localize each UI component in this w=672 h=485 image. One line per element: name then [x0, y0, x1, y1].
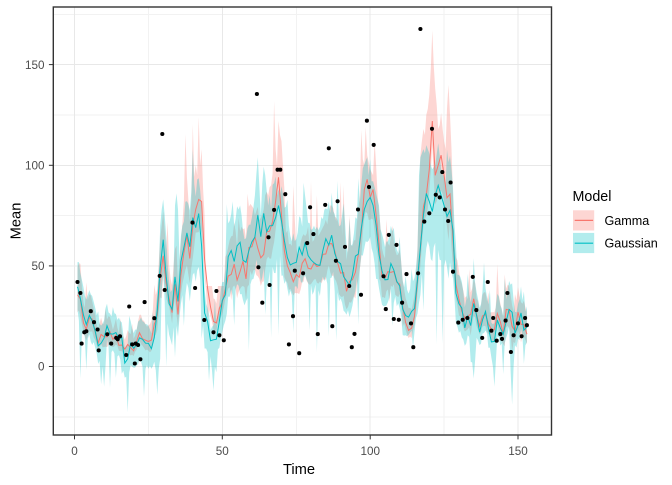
svg-text:Time: Time [283, 462, 315, 478]
svg-text:0: 0 [71, 445, 78, 458]
svg-text:100: 100 [360, 445, 380, 458]
svg-text:50: 50 [31, 260, 45, 273]
svg-text:150: 150 [25, 59, 45, 72]
svg-text:Gamma: Gamma [605, 214, 650, 228]
svg-text:150: 150 [508, 445, 528, 458]
svg-text:Gaussian: Gaussian [605, 237, 658, 251]
svg-text:100: 100 [25, 160, 45, 173]
svg-text:0: 0 [38, 361, 45, 374]
svg-text:Mean: Mean [9, 203, 25, 240]
svg-text:Model: Model [573, 189, 612, 205]
svg-text:50: 50 [216, 445, 230, 458]
